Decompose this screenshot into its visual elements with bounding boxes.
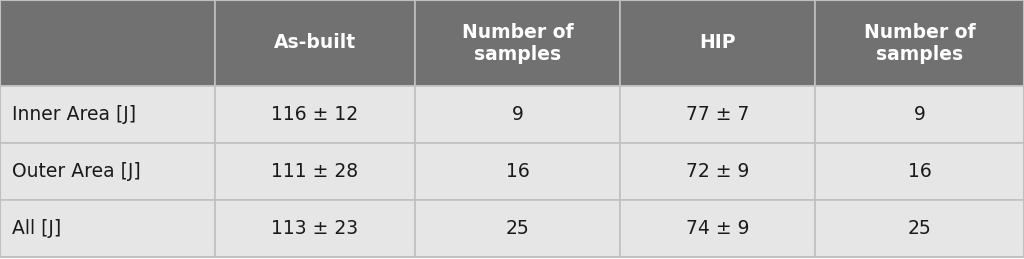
Bar (0, 0, 215, 86)
Bar (620, 200, 815, 257)
Bar (0, 86, 215, 143)
Text: Number of
samples: Number of samples (863, 23, 975, 63)
Text: 9: 9 (512, 105, 523, 124)
Text: 9: 9 (913, 105, 926, 124)
Text: HIP: HIP (699, 33, 736, 53)
Bar (215, 200, 415, 257)
Bar (215, 0, 415, 86)
Bar (415, 86, 620, 143)
Text: 72 ± 9: 72 ± 9 (686, 162, 750, 181)
Text: 77 ± 7: 77 ± 7 (686, 105, 750, 124)
Bar (0, 200, 215, 257)
Bar (215, 86, 415, 143)
Bar (815, 0, 1024, 86)
Text: 113 ± 23: 113 ± 23 (271, 219, 358, 238)
Bar (215, 143, 415, 200)
Bar (620, 143, 815, 200)
Text: Inner Area [J]: Inner Area [J] (12, 105, 136, 124)
Text: 25: 25 (907, 219, 932, 238)
Text: Number of
samples: Number of samples (462, 23, 573, 63)
Text: Outer Area [J]: Outer Area [J] (12, 162, 140, 181)
Bar (815, 86, 1024, 143)
Text: 16: 16 (506, 162, 529, 181)
Text: 111 ± 28: 111 ± 28 (271, 162, 358, 181)
Bar (620, 0, 815, 86)
Bar (815, 200, 1024, 257)
Text: 25: 25 (506, 219, 529, 238)
Bar (0, 143, 215, 200)
Text: 116 ± 12: 116 ± 12 (271, 105, 358, 124)
Bar (415, 200, 620, 257)
Text: As-built: As-built (274, 33, 356, 53)
Bar (415, 143, 620, 200)
Bar (815, 143, 1024, 200)
Bar (415, 0, 620, 86)
Text: 74 ± 9: 74 ± 9 (686, 219, 750, 238)
Text: 16: 16 (907, 162, 932, 181)
Text: All [J]: All [J] (12, 219, 61, 238)
Bar (620, 86, 815, 143)
